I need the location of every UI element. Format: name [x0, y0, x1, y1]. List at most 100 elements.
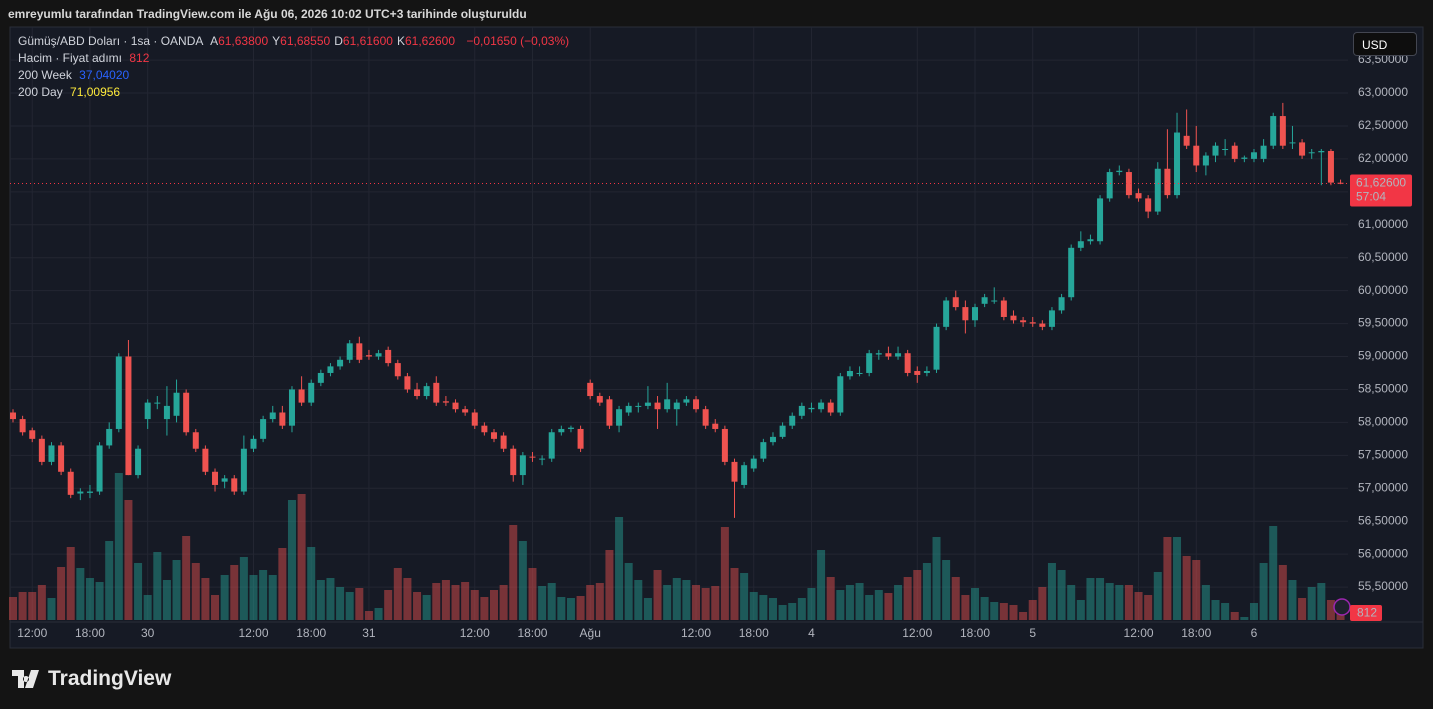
legend-row: 200 Week 37,04020 — [18, 68, 133, 82]
x-tick-label: 30 — [141, 626, 155, 640]
volume-bar — [672, 578, 681, 620]
volume-icon — [1333, 598, 1351, 616]
candle-body — [221, 478, 228, 482]
candle-body — [914, 370, 921, 375]
volume-bar — [1134, 592, 1143, 620]
candle-body — [616, 409, 623, 426]
y-tick-label: 58,50000 — [1358, 382, 1408, 396]
legend-row: Gümüş/ABD Doları · 1sa · OANDA A61,63800… — [18, 34, 573, 48]
y-tick-label: 62,50000 — [1358, 118, 1408, 132]
volume-bar — [692, 585, 701, 620]
candle-body — [1260, 145, 1267, 159]
volume-bar — [134, 563, 143, 620]
volume-bar — [586, 585, 595, 620]
candle-body — [779, 425, 786, 437]
volume-bar — [1278, 565, 1287, 620]
x-tick-label: 31 — [362, 626, 376, 640]
volume-bar — [701, 588, 710, 620]
volume-bar — [817, 550, 826, 620]
candle-body — [721, 428, 728, 462]
candle-body — [1174, 132, 1181, 196]
ohlc-key: D — [334, 34, 343, 48]
candle-body — [596, 396, 603, 403]
indicator-value: 71,00956 — [70, 85, 121, 99]
volume-bar — [182, 536, 191, 620]
candle-body — [1193, 145, 1200, 166]
volume-bar — [1259, 563, 1268, 620]
volume-bar — [1298, 598, 1307, 620]
candle-body — [943, 300, 950, 327]
candle-body — [731, 461, 738, 482]
volume-bar — [490, 590, 498, 620]
volume-bar — [1153, 572, 1162, 620]
volume-bar — [1019, 612, 1028, 620]
volume-bar — [1182, 556, 1191, 620]
candle-body — [115, 356, 122, 429]
volume-bar — [903, 577, 912, 620]
candle-body — [202, 448, 209, 472]
volume-bar — [278, 548, 287, 620]
volume-bar — [268, 575, 277, 620]
volume-bar — [845, 585, 854, 620]
volume-bar — [1307, 587, 1316, 620]
candle-body — [288, 389, 295, 426]
volume-bar — [1028, 600, 1037, 620]
volume-bar — [720, 527, 729, 620]
indicator-value: 37,04020 — [79, 68, 130, 82]
volume-bar — [66, 547, 75, 620]
volume-bar — [384, 590, 393, 620]
candle-body — [317, 372, 324, 383]
volume-bar — [643, 598, 652, 620]
volume-bar — [345, 592, 354, 620]
candle-body — [96, 445, 103, 492]
volume-name: Hacim · Fiyat adımı — [18, 51, 123, 65]
x-tick-label: 18:00 — [296, 626, 326, 640]
volume-bar — [326, 578, 335, 620]
candle-body — [1154, 168, 1161, 212]
volume-bar — [922, 563, 931, 620]
ohlc-value: 61,63800 — [218, 34, 269, 48]
volume-bar — [355, 588, 364, 620]
volume-bar — [509, 525, 518, 620]
candle-body — [895, 353, 902, 357]
volume-bar — [634, 580, 643, 620]
candle-body — [10, 412, 16, 420]
candle-body — [1039, 323, 1046, 327]
candle-body — [904, 353, 911, 373]
candle-body — [577, 428, 584, 449]
candle-body — [1222, 148, 1229, 150]
candle-body — [1289, 142, 1296, 144]
y-tick-label: 62,00000 — [1358, 151, 1408, 165]
volume-bar — [615, 517, 624, 620]
candle-body — [67, 471, 74, 495]
candle-body — [923, 370, 930, 373]
volume-bar — [162, 580, 171, 620]
volume-bar — [85, 578, 94, 620]
volume-bar — [153, 552, 162, 620]
volume-bar — [999, 603, 1008, 620]
candle-body — [981, 297, 988, 304]
volume-bar — [826, 577, 835, 620]
candle-body — [1241, 157, 1248, 159]
candle-body — [702, 409, 709, 426]
volume-bar — [211, 595, 220, 620]
volume-bar — [1115, 585, 1124, 620]
candle-body — [1164, 168, 1171, 196]
candle-body — [1010, 315, 1017, 321]
candle-body — [1231, 145, 1238, 159]
candle-body — [481, 425, 488, 433]
candle-body — [789, 415, 796, 426]
candle-body — [654, 402, 661, 410]
candle-body — [837, 376, 844, 413]
ohlc-value: 61,61600 — [342, 34, 393, 48]
candle-body — [19, 419, 26, 433]
y-tick-label: 61,00000 — [1358, 217, 1408, 231]
candle-body — [298, 389, 305, 403]
currency-button[interactable]: USD — [1353, 32, 1417, 56]
candle-body — [875, 353, 882, 355]
candle-body — [394, 363, 401, 377]
candle-body — [452, 402, 459, 410]
candle-body — [846, 370, 853, 377]
